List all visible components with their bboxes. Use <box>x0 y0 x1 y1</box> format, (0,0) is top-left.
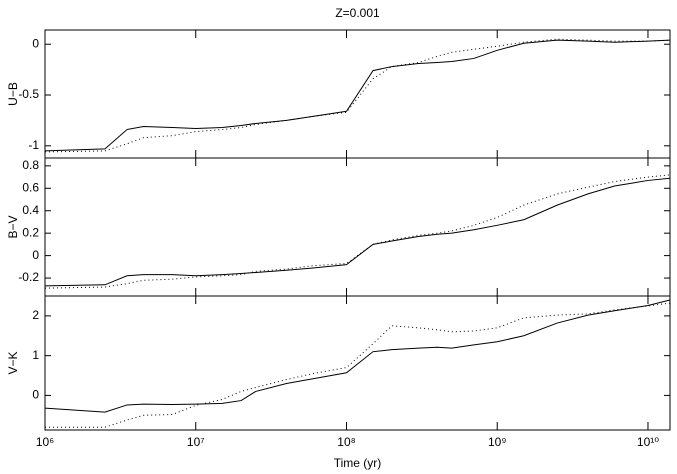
y-tick-label: 0 <box>32 36 39 50</box>
data-line <box>45 302 671 428</box>
y-tick-label: 0.8 <box>22 158 39 172</box>
data-line <box>44 177 671 287</box>
y-tick-label: -1 <box>28 138 39 152</box>
data-line <box>44 174 671 289</box>
y-tick-label: 0.4 <box>22 203 39 217</box>
y-tick-label: 0.6 <box>22 180 39 194</box>
y-tick-label: 1 <box>32 348 39 362</box>
y-tick-label: -0.2 <box>18 270 39 284</box>
chart-title: Z=0.001 <box>335 6 380 20</box>
panel: Z=0.001 U−B -1 -0.5 0 <box>6 6 671 159</box>
data-line <box>44 39 671 152</box>
y-tick-label: 0.2 <box>22 225 39 239</box>
data-line <box>44 299 671 413</box>
x-tick-label: 10⁷ <box>187 435 205 449</box>
x-tick-label: 10⁶ <box>36 435 54 449</box>
y-tick-label: 2 <box>32 308 39 322</box>
x-tick-label: 10⁸ <box>337 435 355 449</box>
y-axis-label: U−B <box>6 82 20 106</box>
y-tick-label: -0.5 <box>18 87 39 101</box>
y-tick-label: 0 <box>32 248 39 262</box>
y-axis-label: V−K <box>6 351 20 374</box>
y-tick-label: 0 <box>32 388 39 402</box>
x-tick-label: 10¹⁰ <box>637 435 659 449</box>
panel: V−K Time (yr) 0 1 2 10⁶ 10⁷ 10⁸ 10⁹ 10¹⁰ <box>6 295 671 470</box>
panel: B−V -0.2 0 0.2 0.4 0.6 0.8 <box>6 157 671 297</box>
plot-frame <box>44 295 671 431</box>
x-tick-label: 10⁹ <box>488 435 507 449</box>
data-line <box>44 38 671 153</box>
y-axis-label: B−V <box>6 215 20 238</box>
x-axis-label: Time (yr) <box>334 456 382 470</box>
